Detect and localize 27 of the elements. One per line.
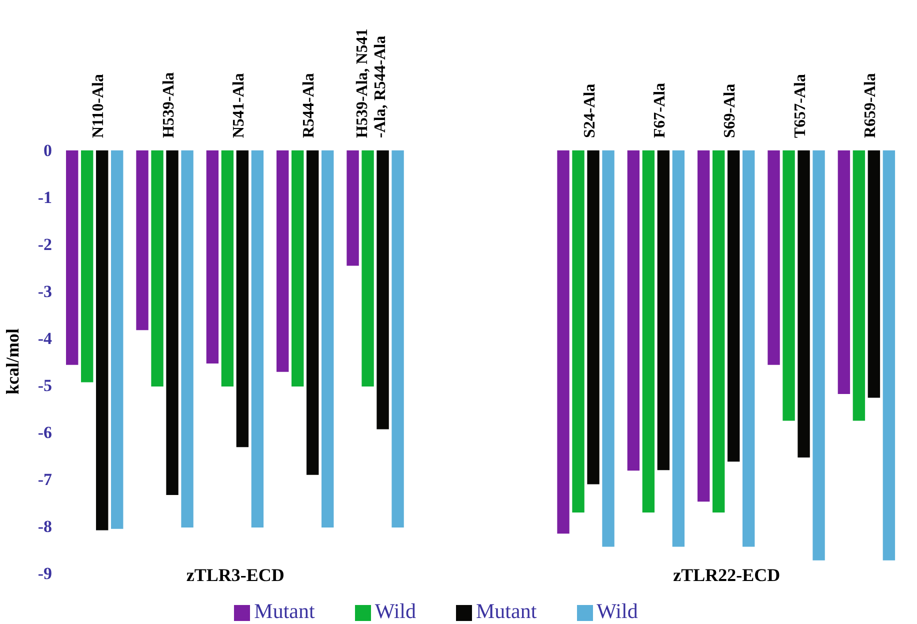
legend-label: Wild bbox=[596, 599, 638, 623]
x-tick-label: R659-Ala bbox=[862, 73, 879, 138]
x-tick-label: N541-Ala bbox=[230, 73, 248, 138]
y-tick-label: -5 bbox=[38, 376, 52, 396]
y-tick-label: -7 bbox=[38, 470, 52, 490]
y-axis-title: kcal/mol bbox=[2, 328, 22, 394]
x-tick-label: S24-Ala bbox=[581, 84, 598, 138]
legend-label: Wild bbox=[374, 599, 416, 623]
x-tick-label: H539-Ala bbox=[160, 72, 178, 138]
x-tick-label: R544-Ala bbox=[300, 73, 318, 138]
legend-label: Mutant bbox=[254, 599, 315, 623]
y-tick-label: -4 bbox=[38, 329, 52, 348]
y-tick-label: -8 bbox=[38, 517, 52, 536]
y-tick-label: -1 bbox=[38, 188, 52, 208]
x-tick-label: N110-Ala bbox=[90, 74, 108, 138]
x-tick-label: S69-Ala bbox=[722, 84, 739, 138]
y-tick-label: -3 bbox=[38, 282, 52, 302]
y-tick-label: 0 bbox=[44, 141, 52, 160]
annotation: zTLR22-ECD bbox=[672, 565, 782, 586]
legend-label: Mutant bbox=[476, 599, 537, 623]
y-tick-label: -2 bbox=[38, 235, 52, 254]
x-tick-label: F67-Ala bbox=[651, 82, 668, 138]
x-tick-label: H539-Ala, N541-Ala, R544-Ala bbox=[354, 28, 389, 138]
y-tick-label: -9 bbox=[38, 564, 52, 584]
x-tick-label: T657-Ala bbox=[792, 74, 809, 138]
y-tick-label: -6 bbox=[38, 423, 52, 442]
annotation: zTLR3-ECD bbox=[185, 565, 286, 586]
